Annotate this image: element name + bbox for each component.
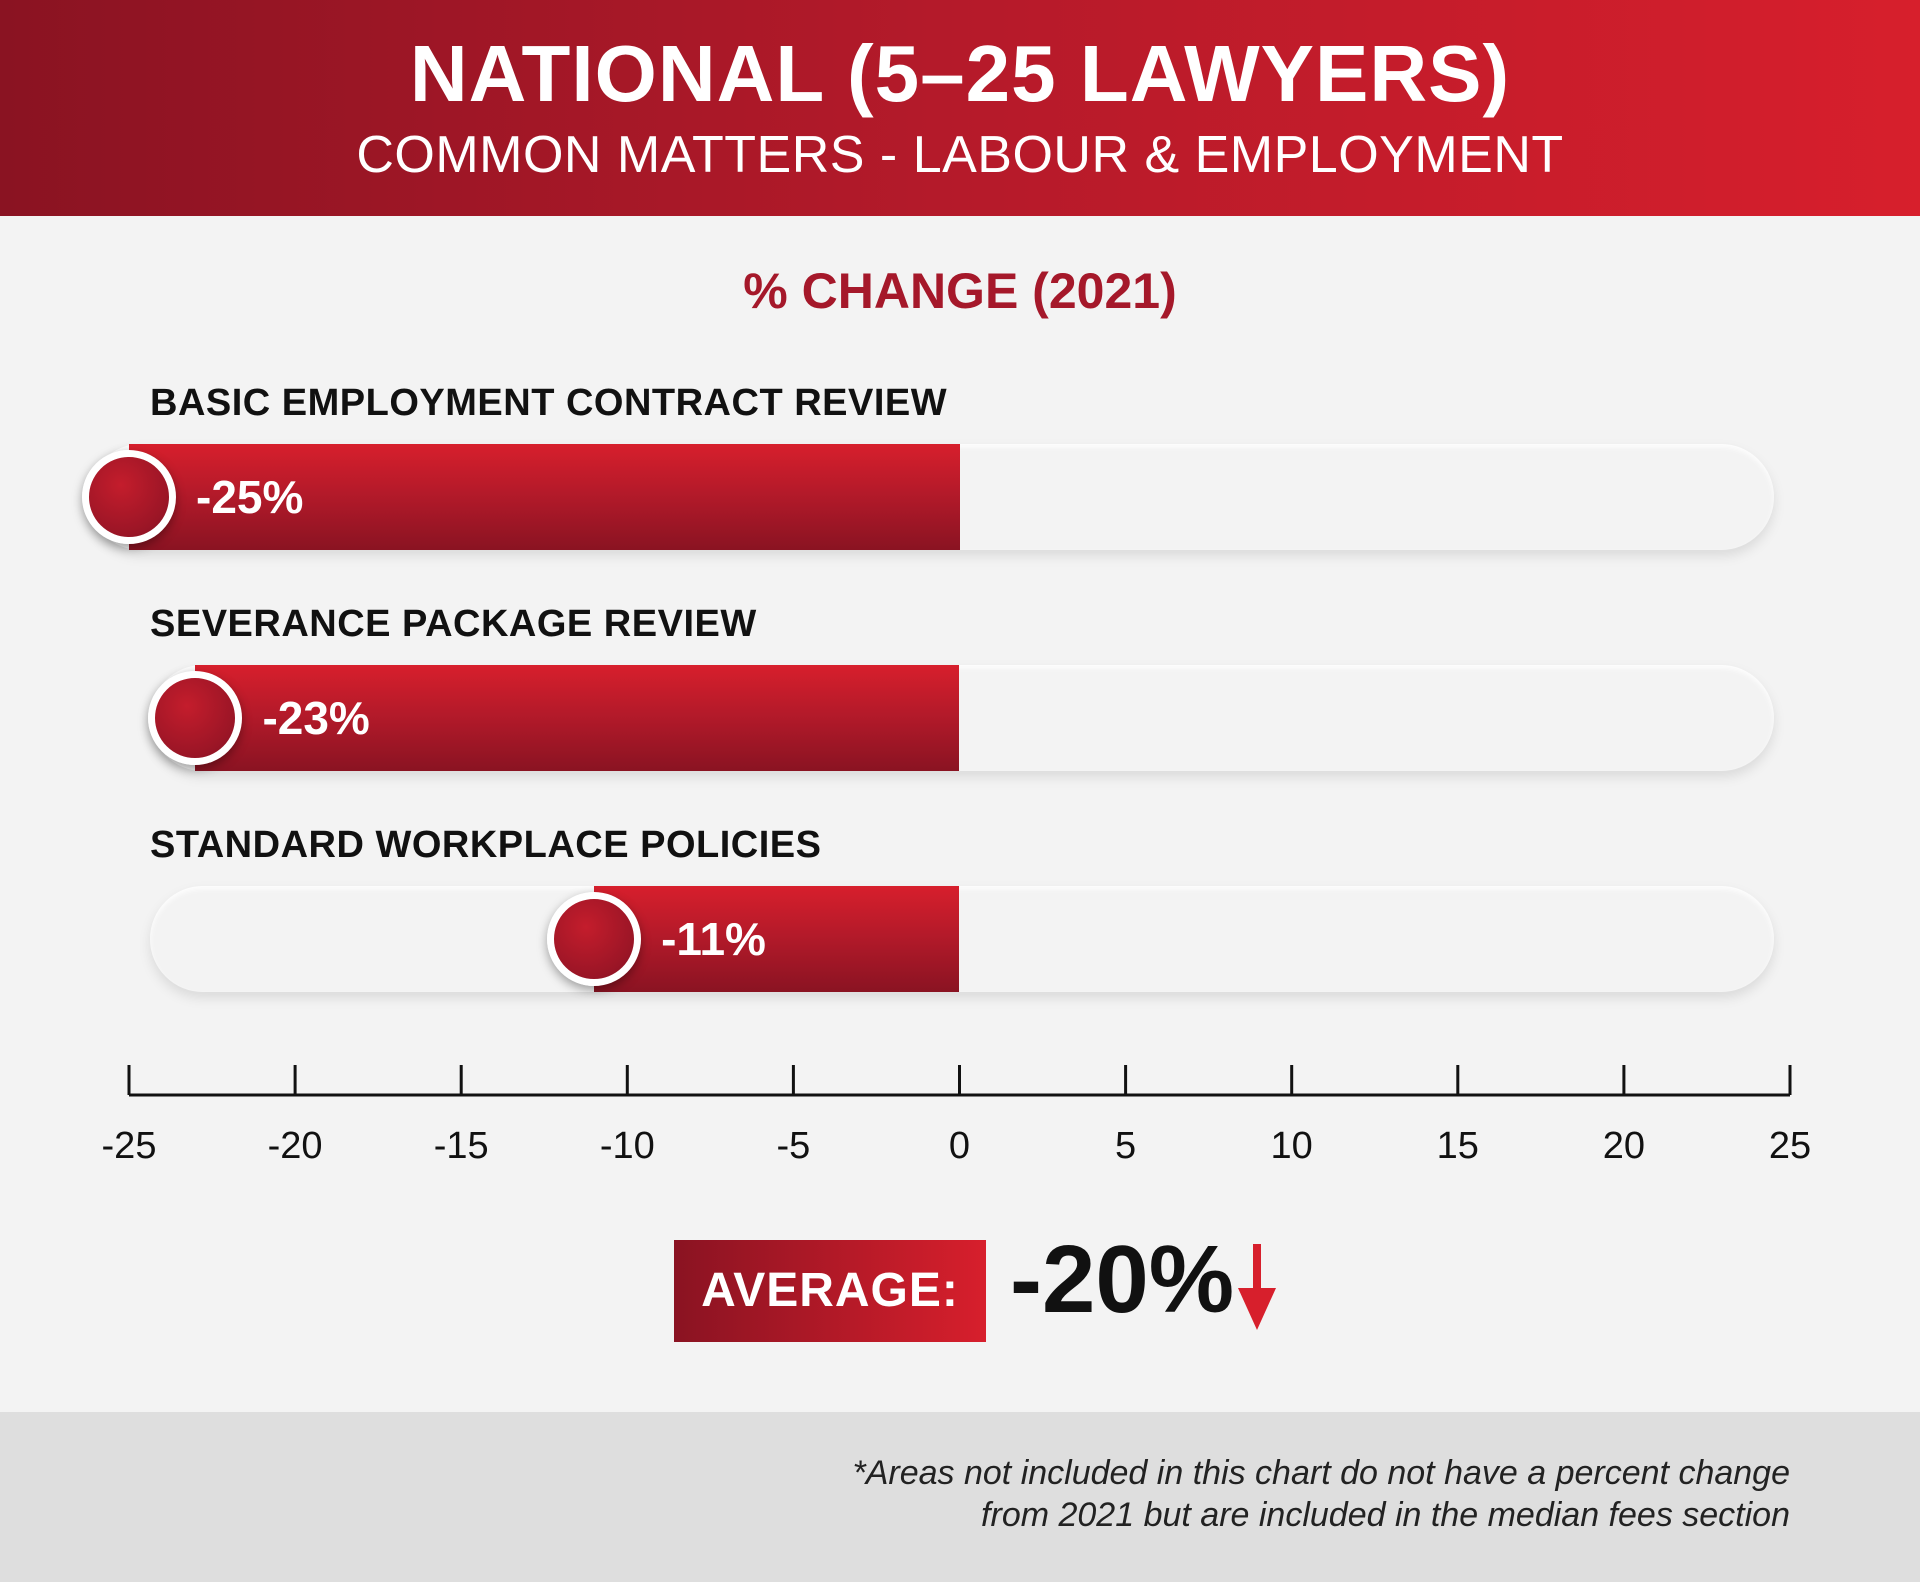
average-value: -20% xyxy=(1010,1226,1235,1333)
average-label: AVERAGE: xyxy=(674,1240,986,1342)
footnote-line-1: *Areas not included in this chart do not… xyxy=(852,1454,1790,1492)
bar-knob-2 xyxy=(148,671,243,765)
bar-1 xyxy=(129,444,960,550)
down-arrow-icon xyxy=(1238,1244,1276,1330)
chart-title: % CHANGE (2021) xyxy=(743,263,1177,319)
bar-2 xyxy=(195,665,960,771)
page-title: NATIONAL (5–25 LAWYERS) xyxy=(409,29,1511,118)
page-subtitle: COMMON MATTERS - LABOUR & EMPLOYMENT xyxy=(356,126,1564,184)
x-tick-label: 15 xyxy=(1437,1125,1479,1167)
x-tick-label: 25 xyxy=(1769,1125,1811,1167)
x-tick-label: 5 xyxy=(1115,1125,1136,1167)
bar-track-3 xyxy=(150,886,1774,992)
footer: *Areas not included in this chart do not… xyxy=(0,1412,1920,1582)
value-label-3: -11% xyxy=(661,913,766,965)
value-label-2: -23% xyxy=(262,692,370,744)
x-tick-label: -15 xyxy=(434,1125,489,1167)
bar-knob-1 xyxy=(82,450,176,544)
footnote-line-2: from 2021 but are included in the median… xyxy=(981,1496,1790,1534)
header-banner: NATIONAL (5–25 LAWYERS) COMMON MATTERS -… xyxy=(0,0,1920,216)
x-tick-label: -10 xyxy=(600,1125,655,1167)
x-tick-label: 0 xyxy=(949,1125,970,1167)
category-label-2: SEVERANCE PACKAGE REVIEW xyxy=(150,603,757,645)
x-tick-label: -25 xyxy=(102,1125,157,1167)
bar-knob-3 xyxy=(547,892,642,986)
x-tick-label: -20 xyxy=(268,1125,323,1167)
bar-3 xyxy=(594,886,960,992)
x-tick-label: 20 xyxy=(1603,1125,1645,1167)
x-tick-label: 10 xyxy=(1271,1125,1313,1167)
x-tick-label: -5 xyxy=(777,1125,811,1167)
category-label-1: BASIC EMPLOYMENT CONTRACT REVIEW xyxy=(150,382,948,424)
value-label-1: -25% xyxy=(196,471,304,523)
category-label-3: STANDARD WORKPLACE POLICIES xyxy=(150,824,822,866)
